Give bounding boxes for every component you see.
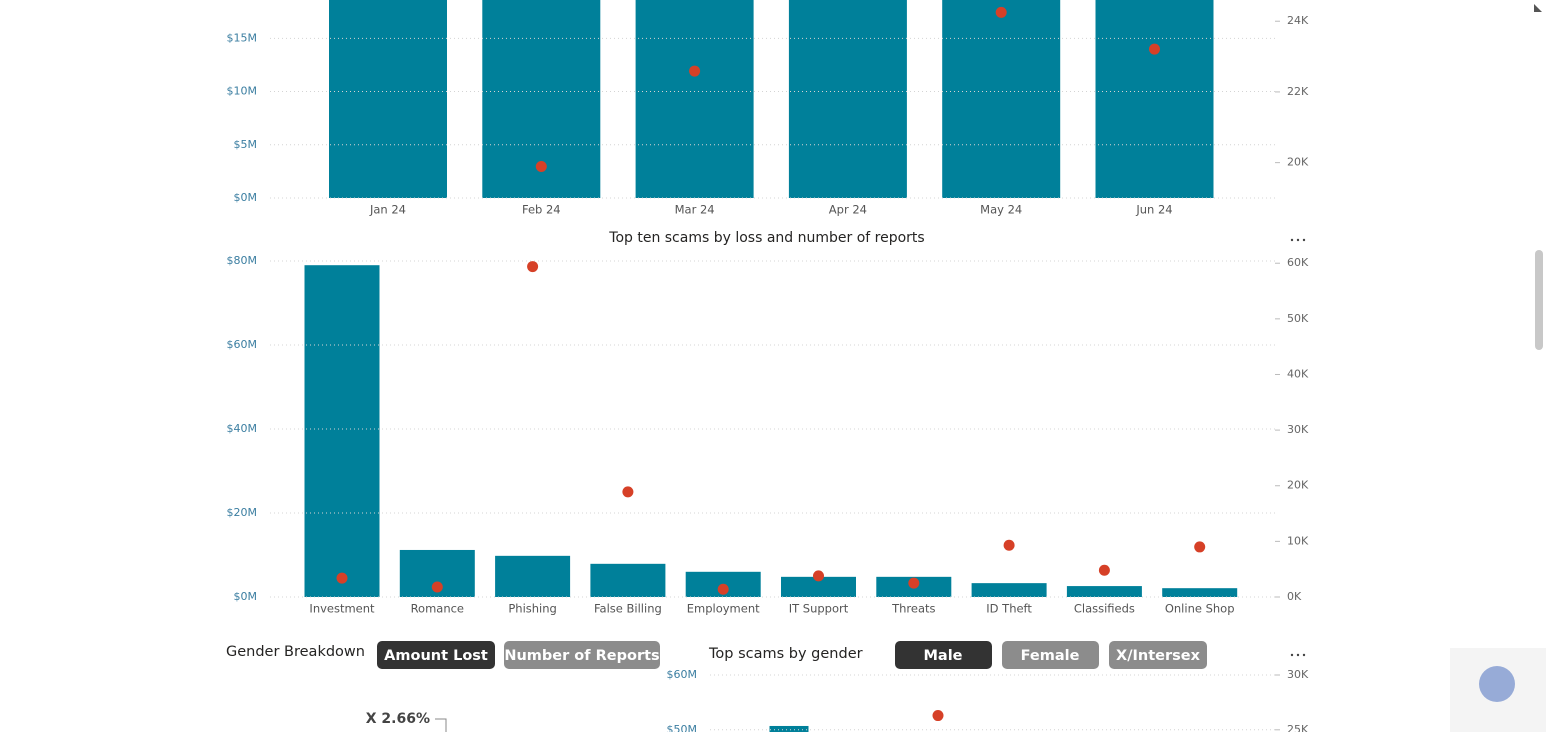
y2-tick-label: 0K — [1287, 590, 1302, 603]
button-label[interactable]: Amount Lost — [384, 648, 488, 664]
bar — [635, 0, 754, 198]
bar — [304, 265, 380, 597]
y-tick-label: $60M — [227, 338, 258, 351]
report-dot — [995, 6, 1007, 18]
y-tick-label: $0M — [234, 590, 258, 603]
y-tick-label: $50M — [667, 723, 698, 732]
x-tick-label: Investment — [309, 602, 375, 616]
y2-tick-label: 20K — [1287, 479, 1309, 492]
report-dot — [1149, 43, 1160, 55]
bar — [769, 725, 809, 732]
x-tick-label: ID Theft — [986, 602, 1032, 616]
bar — [788, 0, 907, 198]
button[interactable] — [504, 641, 660, 669]
y-tick-label: $20M — [227, 506, 258, 519]
button-label[interactable]: X/Intersex — [1116, 648, 1201, 664]
report-dot — [813, 570, 824, 582]
y-tick-label: $80M — [227, 254, 258, 267]
report-dot — [431, 581, 443, 593]
bar — [495, 555, 571, 597]
plot — [329, 0, 1214, 198]
report-dot — [689, 65, 701, 77]
bar — [329, 0, 447, 198]
report-dot — [1194, 541, 1206, 553]
report-dot — [717, 583, 729, 595]
x-tick-label: Apr 24 — [829, 203, 867, 217]
section-title: Top scams by gender — [708, 646, 863, 662]
scrollbar[interactable] — [1535, 250, 1543, 350]
report-dot — [336, 572, 348, 584]
leader-line — [435, 718, 447, 732]
report-dot — [1098, 564, 1110, 576]
y2-tick-label: 40K — [1287, 367, 1309, 380]
x-tick-label: Jun 24 — [1135, 203, 1172, 217]
y2-tick-label: 25K — [1287, 723, 1309, 732]
bar — [1066, 586, 1142, 597]
x-tick-label: May 24 — [980, 203, 1022, 217]
captcha-icon — [1479, 666, 1515, 702]
x-tick-label: Online Shop — [1165, 602, 1235, 616]
bar — [1095, 0, 1214, 198]
y-tick-label: $15M — [227, 31, 258, 44]
x-tick-label: Feb 24 — [522, 203, 561, 217]
plot — [304, 261, 1238, 597]
report-dot — [622, 486, 634, 498]
bar — [781, 576, 856, 597]
button-label[interactable]: Female — [1021, 648, 1080, 664]
report-dot — [908, 577, 920, 589]
report-dot — [535, 161, 547, 173]
x-tick-label: Mar 24 — [675, 203, 715, 217]
section-title: Gender Breakdown — [226, 644, 365, 660]
plot — [769, 710, 944, 732]
y-tick-label: $5M — [234, 138, 258, 151]
bar — [1162, 588, 1238, 597]
y2-tick-label: 30K — [1287, 423, 1309, 436]
button-label[interactable]: Male — [923, 648, 962, 664]
x-tick-label: False Billing — [594, 602, 662, 616]
y2-tick-label: 22K — [1287, 85, 1309, 98]
x-tick-label: Classifieds — [1074, 602, 1135, 616]
y2-tick-label: 50K — [1287, 312, 1309, 325]
bar — [971, 583, 1047, 597]
more-options[interactable] — [1290, 653, 1306, 657]
report-dot — [932, 710, 944, 722]
y-tick-label: $0M — [234, 191, 258, 204]
pie-label: X 2.66% — [366, 711, 430, 727]
y2-tick-label: 20K — [1287, 156, 1309, 169]
button[interactable] — [895, 641, 992, 669]
more-options[interactable] — [1290, 238, 1306, 242]
x-tick-label: Romance — [411, 602, 464, 616]
x-tick-label: Phishing — [508, 602, 556, 616]
report-dot — [527, 261, 539, 273]
chart-title: Top ten scams by loss and number of repo… — [608, 230, 924, 246]
scroll-arrow[interactable] — [1534, 4, 1542, 12]
x-tick-label: Jan 24 — [369, 203, 406, 217]
y2-tick-label: 10K — [1287, 534, 1309, 547]
x-tick-label: Threats — [891, 602, 935, 616]
y-tick-label: $40M — [227, 422, 258, 435]
button[interactable] — [377, 641, 495, 669]
y2-tick-label: 60K — [1287, 256, 1309, 269]
bar — [942, 0, 1061, 198]
y2-tick-label: 24K — [1287, 14, 1309, 27]
button[interactable] — [1002, 641, 1099, 669]
button[interactable] — [1109, 641, 1207, 669]
button-label[interactable]: Number of Reports — [504, 648, 659, 664]
y-tick-label: $60M — [667, 668, 698, 681]
x-tick-label: Employment — [687, 602, 760, 616]
y2-tick-label: 30K — [1287, 668, 1309, 681]
x-tick-label: IT Support — [789, 602, 849, 616]
y-tick-label: $10M — [227, 85, 258, 98]
bar — [590, 563, 666, 597]
report-dot — [1003, 539, 1015, 551]
